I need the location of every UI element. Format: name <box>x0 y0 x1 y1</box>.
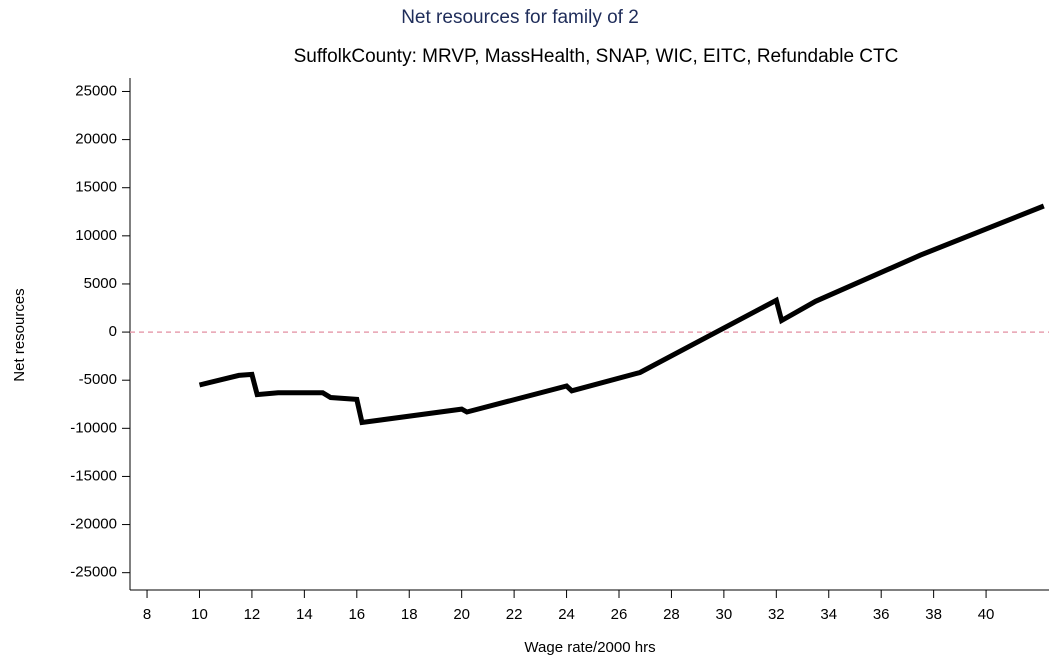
x-tick-label: 38 <box>925 606 942 623</box>
x-tick-label: 26 <box>611 606 628 623</box>
y-tick-label: -20000 <box>70 516 117 533</box>
y-tick-label: 10000 <box>75 227 117 244</box>
y-tick-label: -15000 <box>70 467 117 484</box>
chart-title: Net resources for family of 2 <box>401 7 639 28</box>
data-line <box>198 203 1045 426</box>
y-axis-label: Net resources <box>11 288 28 381</box>
x-tick-label: 40 <box>978 606 995 623</box>
y-tick-label: 5000 <box>84 275 117 292</box>
x-tick-label: 14 <box>296 606 313 623</box>
x-tick-label: 28 <box>663 606 680 623</box>
x-axis-label: Wage rate/2000 hrs <box>524 639 655 656</box>
y-tick-label: -25000 <box>70 564 117 581</box>
y-tick-label: 25000 <box>75 82 117 99</box>
x-tick-label: 30 <box>716 606 733 623</box>
y-tick-label: -10000 <box>70 419 117 436</box>
x-tick-label: 10 <box>191 606 208 623</box>
x-tick-label: 36 <box>873 606 890 623</box>
y-tick-label: 15000 <box>75 179 117 196</box>
y-tick-label: -5000 <box>79 371 117 388</box>
x-tick-label: 16 <box>348 606 365 623</box>
x-tick-label: 12 <box>244 606 261 623</box>
x-tick-label: 22 <box>506 606 523 623</box>
chart-subtitle: SuffolkCounty: MRVP, MassHealth, SNAP, W… <box>294 46 899 67</box>
x-tick-label: 24 <box>558 606 575 623</box>
x-tick-label: 18 <box>401 606 418 623</box>
y-tick-label: 0 <box>109 323 117 340</box>
x-tick-label: 32 <box>768 606 785 623</box>
x-tick-label: 20 <box>453 606 470 623</box>
x-tick-label: 8 <box>143 606 151 623</box>
x-tick-label: 34 <box>820 606 837 623</box>
y-tick-label: 20000 <box>75 131 117 148</box>
